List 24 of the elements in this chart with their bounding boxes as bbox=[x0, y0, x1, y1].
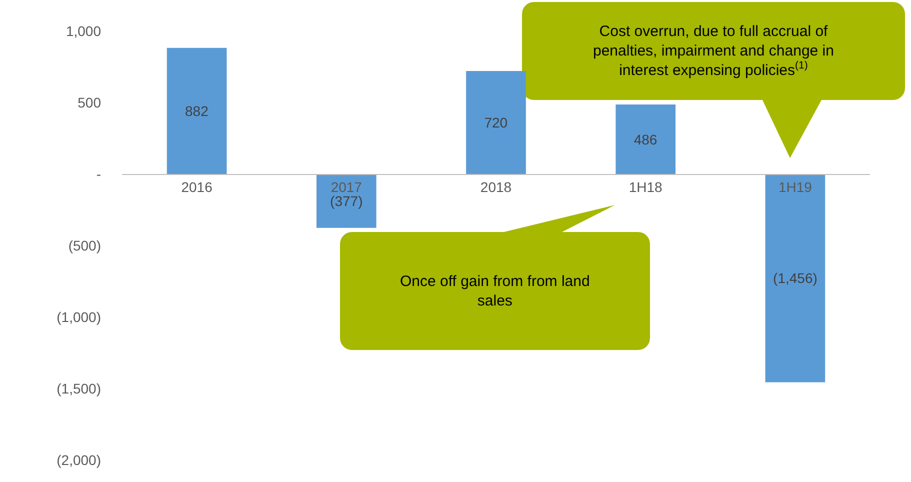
y-tick-label: - bbox=[96, 166, 102, 182]
data-label: 720 bbox=[484, 114, 508, 131]
data-label: 882 bbox=[185, 102, 209, 119]
y-tick-label: (1,000) bbox=[56, 308, 101, 325]
data-label: (377) bbox=[330, 192, 363, 209]
data-label: 486 bbox=[634, 131, 658, 148]
x-tick-label: 1H19 bbox=[778, 178, 812, 195]
annotation: Once off gain from from land sales bbox=[400, 273, 590, 310]
bar bbox=[316, 174, 376, 228]
x-tick-label: 2018 bbox=[480, 178, 512, 195]
y-tick-label: (2,000) bbox=[56, 452, 101, 468]
bar bbox=[616, 104, 676, 174]
y-tick-label: (500) bbox=[68, 237, 101, 254]
y-tick-label: 1,000 bbox=[66, 22, 102, 39]
bar bbox=[466, 71, 526, 174]
bar bbox=[166, 48, 227, 174]
y-tick-label: 500 bbox=[78, 94, 102, 110]
annotation: Cost overrun, due to full accrual of penalties, impairment and change in interest expensing policies$^{(1)}$ bbox=[593, 23, 834, 79]
bar bbox=[765, 174, 826, 382]
y-tick-label: (1,500) bbox=[56, 380, 101, 396]
x-tick-label: 2017 bbox=[330, 178, 362, 195]
data-label: (1,456) bbox=[773, 270, 818, 286]
x-tick-label: 2016 bbox=[181, 178, 213, 195]
x-tick-label: 1H18 bbox=[628, 178, 663, 195]
